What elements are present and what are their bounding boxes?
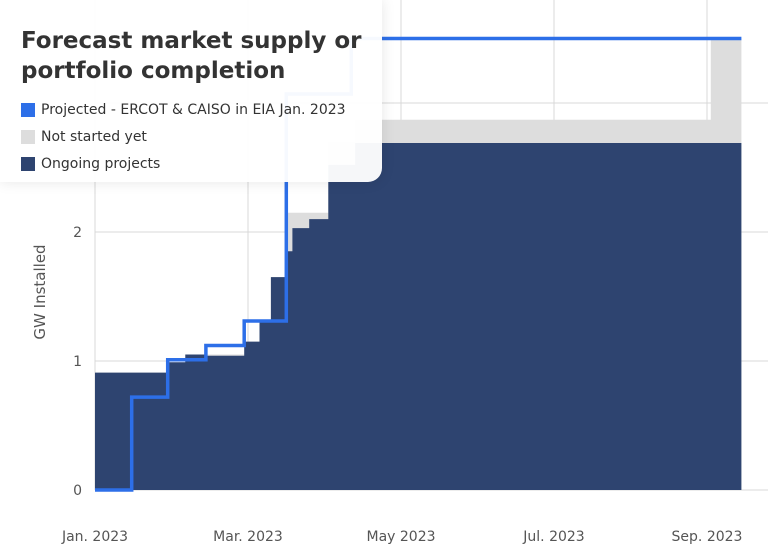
x-tick-label: Jan. 2023 bbox=[61, 529, 128, 545]
legend-swatch-not-started bbox=[21, 130, 35, 144]
legend-panel: Forecast market supply or portfolio comp… bbox=[0, 0, 382, 182]
chart-title: Forecast market supply or portfolio comp… bbox=[21, 28, 362, 84]
legend-label-not-started: Not started yet bbox=[41, 129, 147, 145]
legend-swatch-ongoing bbox=[21, 157, 35, 171]
legend-item-projected: Projected - ERCOT & CAISO in EIA Jan. 20… bbox=[21, 101, 346, 119]
x-tick-label: May 2023 bbox=[366, 529, 435, 545]
x-tick-label: Mar. 2023 bbox=[213, 529, 283, 545]
area-ongoing-projects bbox=[95, 143, 742, 490]
legend-label-ongoing: Ongoing projects bbox=[41, 156, 161, 172]
y-tick-label: 2 bbox=[73, 225, 82, 241]
legend-item-ongoing: Ongoing projects bbox=[21, 155, 160, 173]
legend-item-not-started: Not started yet bbox=[21, 128, 147, 146]
legend-swatch-projected bbox=[21, 103, 35, 117]
y-axis-label: GW Installed bbox=[31, 244, 49, 339]
y-tick-label: 1 bbox=[73, 354, 82, 370]
legend-label-projected: Projected - ERCOT & CAISO in EIA Jan. 20… bbox=[41, 102, 346, 118]
x-tick-label: Sep. 2023 bbox=[672, 529, 743, 545]
x-tick-label: Jul. 2023 bbox=[522, 529, 584, 545]
y-tick-label: 0 bbox=[73, 483, 82, 499]
